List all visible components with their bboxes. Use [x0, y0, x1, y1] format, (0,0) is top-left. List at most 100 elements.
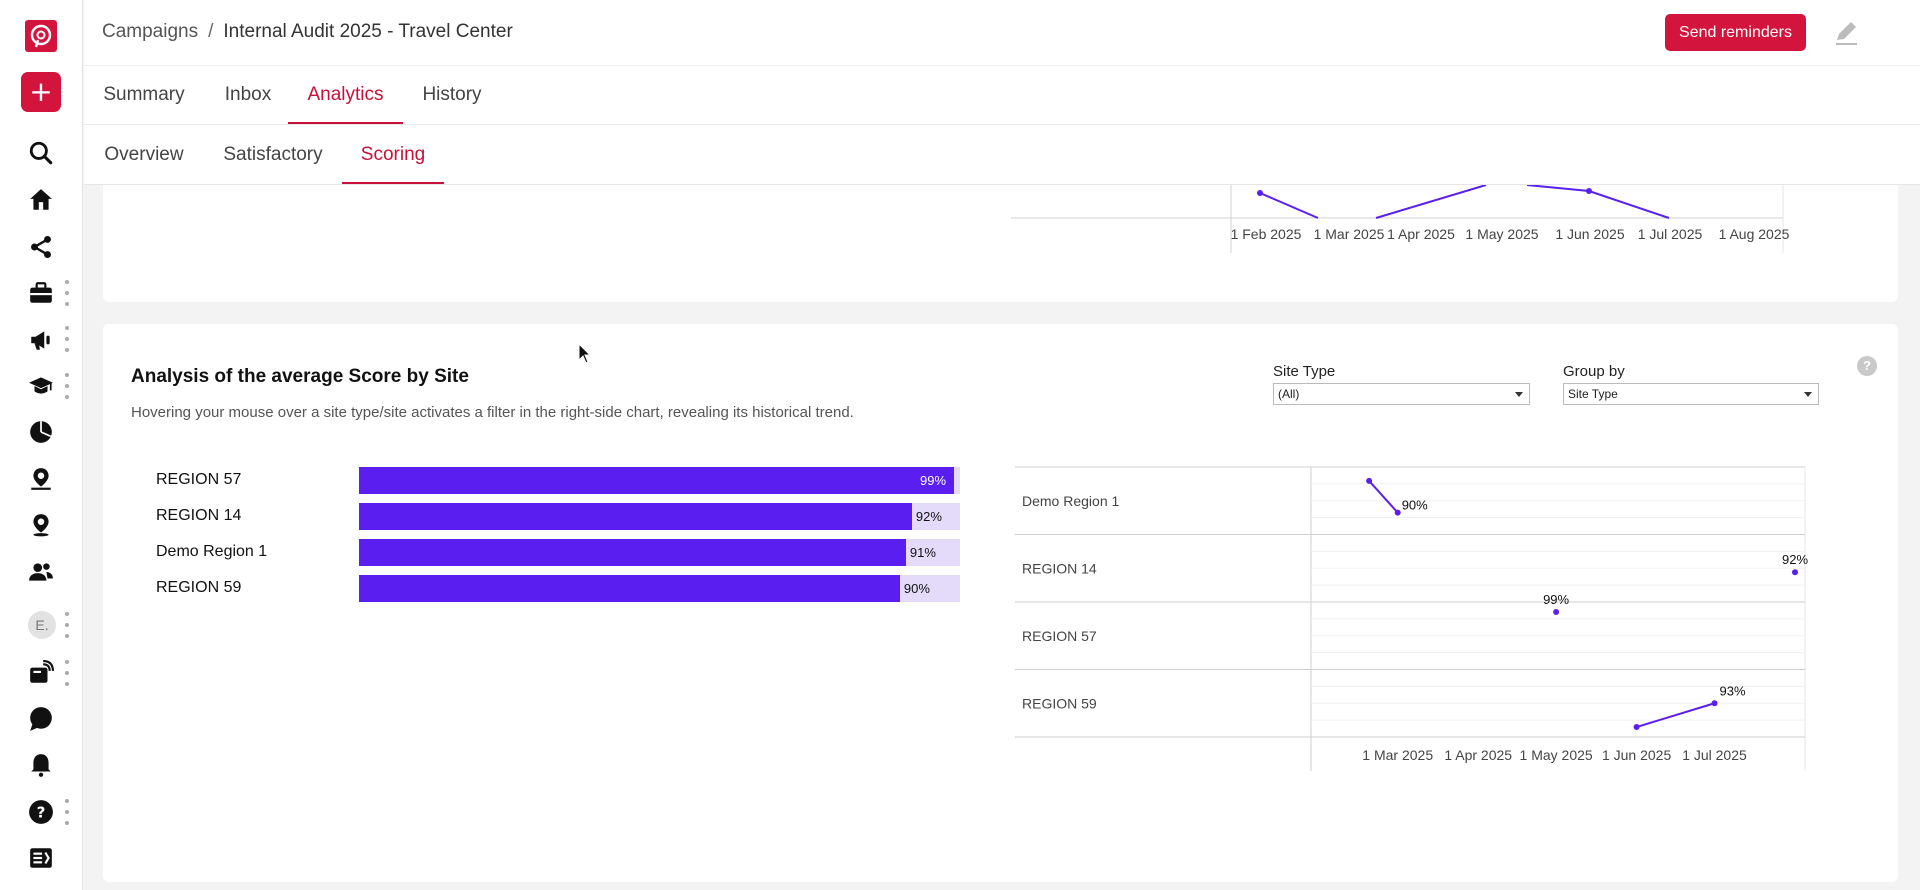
x-tick-label: 1 Mar 2025 [1362, 747, 1433, 763]
score-trend-chart: Demo Region 1 REGION 14 REGION 57 REGION 59… [1015, 466, 1808, 771]
svg-text:?: ? [37, 803, 46, 821]
left-sidebar: + E. ? [0, 0, 83, 890]
bar-value-label: 91% [909, 545, 936, 560]
series-point[interactable] [1394, 509, 1401, 516]
series-point[interactable] [1792, 569, 1798, 576]
series-label[interactable]: REGION 57 [1022, 628, 1097, 644]
series-label[interactable]: Demo Region 1 [1022, 493, 1119, 509]
series-point[interactable] [1633, 724, 1640, 731]
bar-value-label: 92% [915, 509, 942, 524]
add-icon[interactable]: + [21, 72, 61, 112]
x-tick-label: 1 Jul 2025 [1638, 226, 1703, 242]
avatar-more-icon[interactable] [62, 612, 72, 638]
x-tick-label: 1 Apr 2025 [1444, 747, 1512, 763]
bar-category-label[interactable]: REGION 14 [156, 507, 242, 524]
feed-icon[interactable] [20, 652, 62, 694]
tab-history[interactable]: History [422, 84, 482, 105]
edit-icon[interactable] [1831, 18, 1861, 48]
group-by-value: Site Type [1568, 387, 1618, 401]
tab-analytics[interactable]: Analytics [288, 66, 403, 124]
breadcrumb: Campaigns / Internal Audit 2025 - Travel C… [102, 21, 513, 43]
breadcrumb-current: Internal Audit 2025 - Travel Center [223, 21, 513, 42]
x-tick-label: 1 Jul 2025 [1682, 747, 1747, 763]
x-tick-label: 1 Mar 2025 [1314, 226, 1385, 242]
trend-line [1259, 192, 1319, 219]
chevron-down-icon [1515, 392, 1523, 397]
location-pin-icon[interactable] [20, 504, 62, 546]
bell-icon[interactable] [20, 744, 62, 786]
megaphone-more-icon[interactable] [62, 326, 72, 352]
share-icon[interactable] [20, 226, 62, 268]
series-label[interactable]: REGION 59 [1022, 695, 1097, 711]
bar[interactable] [359, 575, 900, 602]
sub-tabs: Overview Satisfactory Scoring [84, 125, 1920, 185]
location-icon[interactable] [20, 458, 62, 500]
section-title: Analysis of the average Score by Site [131, 366, 469, 387]
series-line [1368, 480, 1399, 514]
forms-icon[interactable] [20, 837, 62, 879]
main-tabs: Summary Inbox Analytics History [84, 66, 1920, 125]
series-point[interactable] [1711, 700, 1718, 707]
tab-summary[interactable]: Summary [103, 84, 185, 105]
bar-track[interactable]: 92% [359, 503, 960, 530]
x-tick-label: 1 Jun 2025 [1555, 226, 1624, 242]
x-tick-label: 1 Jun 2025 [1602, 747, 1671, 763]
point-value-label: 92% [1782, 552, 1808, 567]
help-icon[interactable]: ? [1857, 356, 1877, 376]
bar[interactable] [359, 503, 912, 530]
search-icon[interactable] [20, 132, 62, 174]
site-type-value: (All) [1278, 387, 1300, 401]
x-tick-label: 1 Feb 2025 [1231, 226, 1302, 242]
trend-line [1375, 185, 1487, 219]
tab-inbox[interactable]: Inbox [224, 84, 272, 105]
x-tick-label: 1 Apr 2025 [1387, 226, 1455, 242]
bar-track[interactable]: 90% [359, 575, 960, 602]
home-icon[interactable] [20, 179, 62, 221]
bar-value-label: 99% [919, 473, 947, 488]
site-type-select[interactable]: (All) [1273, 383, 1530, 405]
group-by-label: Group by [1563, 363, 1625, 380]
bar-category-label[interactable]: Demo Region 1 [156, 543, 268, 560]
help-icon[interactable]: ? [20, 791, 62, 833]
breadcrumb-separator: / [208, 21, 214, 42]
x-tick-label: 1 May 2025 [1520, 747, 1593, 763]
trend-chart: 1 Feb 2025 1 Mar 2025 1 Apr 2025 1 May 2025… [1011, 185, 1790, 253]
bar-value-label: 90% [903, 581, 930, 596]
avatar[interactable]: E. [28, 611, 56, 639]
logo-icon[interactable] [24, 19, 58, 53]
bar-track[interactable]: 91% [359, 539, 960, 566]
feed-more-icon[interactable] [62, 660, 72, 686]
help-more-icon[interactable] [62, 799, 72, 825]
graduation-cap-icon[interactable] [20, 365, 62, 407]
users-icon[interactable] [20, 551, 62, 593]
series-line [1636, 702, 1715, 728]
breadcrumb-campaigns[interactable]: Campaigns [102, 21, 199, 42]
trend-chart-card: 1 Feb 2025 1 Mar 2025 1 Apr 2025 1 May 2025… [103, 185, 1898, 302]
series-label[interactable]: REGION 14 [1022, 560, 1097, 576]
megaphone-icon[interactable] [20, 319, 62, 361]
x-tick-label: 1 Aug 2025 [1719, 226, 1790, 242]
group-by-select[interactable]: Site Type [1563, 383, 1819, 405]
tab-satisfactory[interactable]: Satisfactory [223, 143, 323, 165]
top-bar: Campaigns / Internal Audit 2025 - Travel C… [84, 0, 1920, 66]
site-score-card: Analysis of the average Score by Site Ho… [103, 324, 1898, 882]
series-point[interactable] [1553, 608, 1560, 615]
tab-overview[interactable]: Overview [104, 143, 184, 165]
bar[interactable] [359, 467, 954, 494]
bar-category-label[interactable]: REGION 59 [156, 579, 242, 596]
bar-category-label[interactable]: REGION 57 [156, 471, 242, 488]
briefcase-icon[interactable] [20, 272, 62, 314]
point-value-label: 99% [1543, 592, 1569, 607]
send-reminders-button[interactable]: Send reminders [1665, 14, 1806, 51]
briefcase-more-icon[interactable] [62, 280, 72, 306]
point-value-label: 93% [1720, 683, 1746, 698]
chat-icon[interactable] [20, 698, 62, 740]
bar-track[interactable]: 99% [359, 467, 960, 494]
bar[interactable] [359, 539, 906, 566]
series-point[interactable] [1366, 477, 1373, 484]
pie-chart-icon[interactable] [20, 411, 62, 453]
graduation-more-icon[interactable] [62, 373, 72, 399]
tab-scoring[interactable]: Scoring [342, 125, 444, 184]
point-value-label: 90% [1402, 498, 1428, 513]
section-subtitle: Hovering your mouse over a site type/sit… [131, 404, 854, 421]
